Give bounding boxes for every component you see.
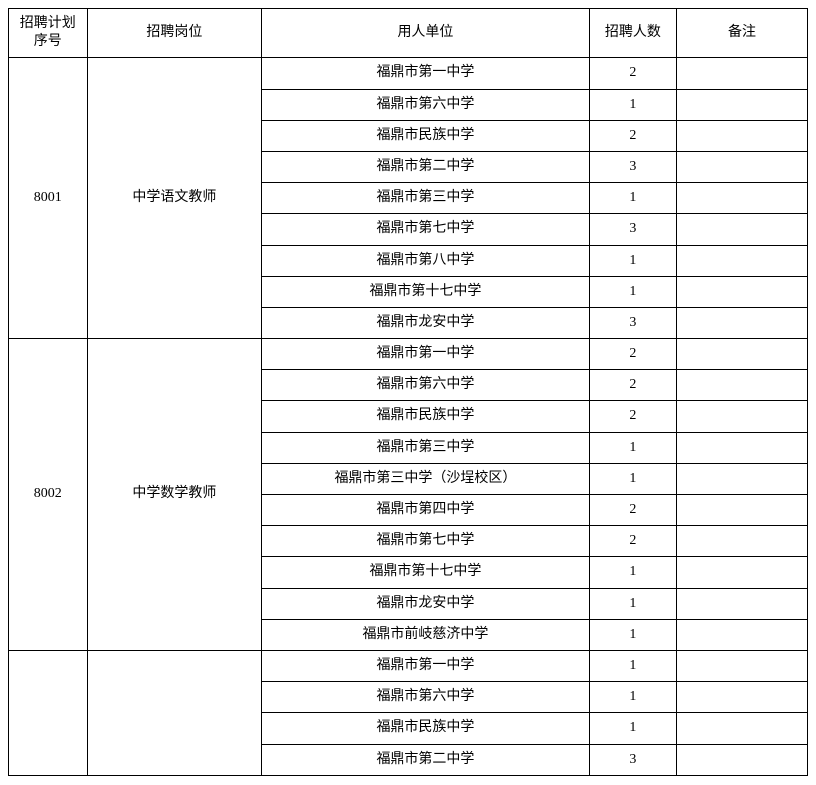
cell-count: 2	[589, 401, 676, 432]
cell-count: 2	[589, 526, 676, 557]
table-header: 招聘计划序号 招聘岗位 用人单位 招聘人数 备注	[9, 9, 808, 58]
cell-unit: 福鼎市民族中学	[262, 120, 589, 151]
cell-seq	[9, 650, 88, 775]
cell-unit: 福鼎市第二中学	[262, 151, 589, 182]
cell-count: 1	[589, 682, 676, 713]
cell-unit: 福鼎市第十七中学	[262, 276, 589, 307]
cell-unit: 福鼎市民族中学	[262, 713, 589, 744]
cell-unit: 福鼎市第六中学	[262, 682, 589, 713]
cell-note	[676, 650, 807, 681]
col-header-pos: 招聘岗位	[87, 9, 262, 58]
cell-note	[676, 682, 807, 713]
cell-count: 1	[589, 588, 676, 619]
cell-unit: 福鼎市第一中学	[262, 339, 589, 370]
cell-count: 2	[589, 339, 676, 370]
cell-note	[676, 276, 807, 307]
cell-position	[87, 650, 262, 775]
recruitment-table: 招聘计划序号 招聘岗位 用人单位 招聘人数 备注 8001中学语文教师福鼎市第一…	[8, 8, 808, 776]
cell-unit: 福鼎市第一中学	[262, 650, 589, 681]
cell-note	[676, 214, 807, 245]
cell-unit: 福鼎市第六中学	[262, 370, 589, 401]
cell-unit: 福鼎市龙安中学	[262, 588, 589, 619]
cell-note	[676, 245, 807, 276]
cell-note	[676, 89, 807, 120]
cell-note	[676, 588, 807, 619]
cell-count: 1	[589, 89, 676, 120]
cell-note	[676, 339, 807, 370]
cell-note	[676, 526, 807, 557]
cell-seq: 8001	[9, 58, 88, 339]
cell-note	[676, 463, 807, 494]
cell-unit: 福鼎市第四中学	[262, 495, 589, 526]
cell-count: 1	[589, 713, 676, 744]
cell-count: 1	[589, 245, 676, 276]
cell-count: 3	[589, 744, 676, 775]
cell-note	[676, 401, 807, 432]
cell-count: 3	[589, 307, 676, 338]
cell-unit: 福鼎市龙安中学	[262, 307, 589, 338]
cell-unit: 福鼎市第七中学	[262, 214, 589, 245]
cell-note	[676, 307, 807, 338]
table-row: 8001中学语文教师福鼎市第一中学2	[9, 58, 808, 89]
cell-count: 2	[589, 495, 676, 526]
col-header-note: 备注	[676, 9, 807, 58]
table-row: 8002中学数学教师福鼎市第一中学2	[9, 339, 808, 370]
cell-unit: 福鼎市第八中学	[262, 245, 589, 276]
cell-note	[676, 557, 807, 588]
table-body: 8001中学语文教师福鼎市第一中学2福鼎市第六中学1福鼎市民族中学2福鼎市第二中…	[9, 58, 808, 775]
cell-count: 1	[589, 276, 676, 307]
cell-note	[676, 183, 807, 214]
cell-count: 1	[589, 557, 676, 588]
cell-unit: 福鼎市第七中学	[262, 526, 589, 557]
cell-note	[676, 619, 807, 650]
col-header-unit: 用人单位	[262, 9, 589, 58]
cell-count: 1	[589, 463, 676, 494]
cell-count: 2	[589, 370, 676, 401]
cell-unit: 福鼎市第二中学	[262, 744, 589, 775]
cell-note	[676, 713, 807, 744]
cell-seq: 8002	[9, 339, 88, 651]
cell-count: 1	[589, 650, 676, 681]
cell-position: 中学数学教师	[87, 339, 262, 651]
table-row: 福鼎市第一中学1	[9, 650, 808, 681]
cell-unit: 福鼎市前岐慈济中学	[262, 619, 589, 650]
col-header-seq: 招聘计划序号	[9, 9, 88, 58]
cell-note	[676, 744, 807, 775]
cell-unit: 福鼎市民族中学	[262, 401, 589, 432]
col-header-count: 招聘人数	[589, 9, 676, 58]
cell-unit: 福鼎市第三中学	[262, 183, 589, 214]
cell-unit: 福鼎市第三中学（沙埕校区）	[262, 463, 589, 494]
cell-count: 1	[589, 619, 676, 650]
cell-note	[676, 495, 807, 526]
cell-note	[676, 432, 807, 463]
cell-unit: 福鼎市第六中学	[262, 89, 589, 120]
cell-note	[676, 120, 807, 151]
cell-count: 1	[589, 432, 676, 463]
cell-count: 3	[589, 151, 676, 182]
cell-unit: 福鼎市第一中学	[262, 58, 589, 89]
cell-count: 2	[589, 58, 676, 89]
cell-note	[676, 151, 807, 182]
cell-count: 3	[589, 214, 676, 245]
cell-count: 1	[589, 183, 676, 214]
cell-position: 中学语文教师	[87, 58, 262, 339]
cell-count: 2	[589, 120, 676, 151]
cell-unit: 福鼎市第十七中学	[262, 557, 589, 588]
cell-note	[676, 370, 807, 401]
cell-note	[676, 58, 807, 89]
cell-unit: 福鼎市第三中学	[262, 432, 589, 463]
